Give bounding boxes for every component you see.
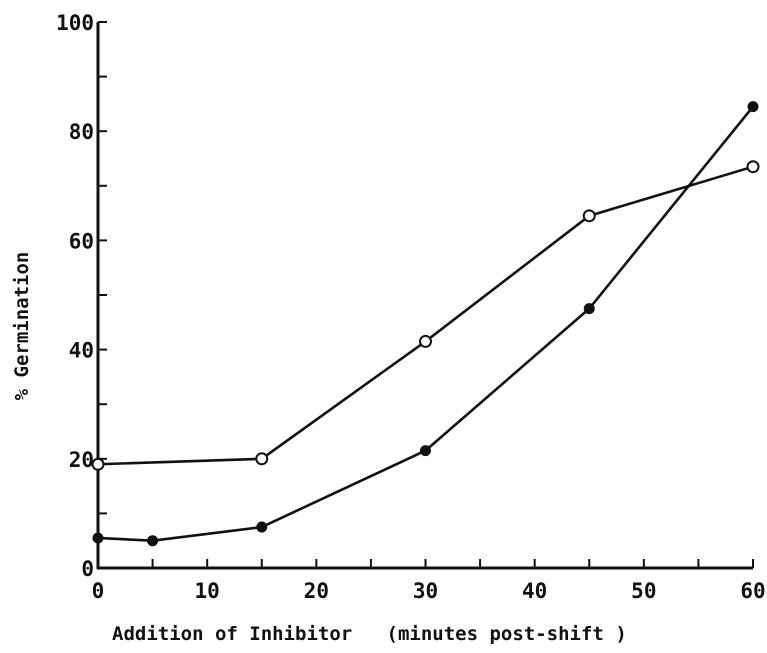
y-axis: 0 20 40 60 80 100	[56, 11, 107, 581]
open-circle-point	[746, 160, 760, 174]
filled-circle-point	[747, 101, 759, 113]
filled-circle-point	[147, 535, 159, 547]
open-circle-point	[582, 209, 596, 223]
y-tick-label: 60	[69, 229, 94, 253]
y-axis-title: % Germination	[11, 252, 33, 401]
series-1	[91, 160, 760, 471]
x-tick-label: 60	[740, 579, 765, 603]
y-tick-label: 100	[56, 11, 94, 35]
x-axis-title: Addition of Inhibitor (minutes post-shif…	[112, 623, 627, 645]
x-axis: 0 10 20 30 40 50 60	[92, 559, 766, 603]
series-layer	[91, 101, 760, 547]
y-tick-label: 0	[81, 557, 94, 581]
series-line	[97, 105, 755, 543]
open-circle-point	[91, 457, 105, 471]
x-tick-label: 0	[92, 579, 105, 603]
y-tick-label: 40	[69, 339, 94, 363]
x-tick-label: 20	[304, 579, 329, 603]
filled-circle-point	[256, 521, 268, 533]
open-circle-point	[419, 334, 432, 348]
x-tick-label: 30	[413, 579, 438, 603]
x-tick-label: 50	[631, 579, 656, 603]
filled-circle-point	[583, 303, 595, 315]
x-tick-label: 40	[522, 579, 547, 603]
filled-circle-point	[92, 532, 104, 544]
filled-circle-point	[420, 445, 431, 457]
series-line	[97, 165, 754, 466]
open-circle-point	[255, 452, 269, 466]
x-tick-label: 10	[195, 579, 220, 603]
series-2	[92, 101, 759, 547]
y-tick-label: 80	[69, 120, 94, 144]
y-tick-label: 20	[69, 448, 94, 472]
